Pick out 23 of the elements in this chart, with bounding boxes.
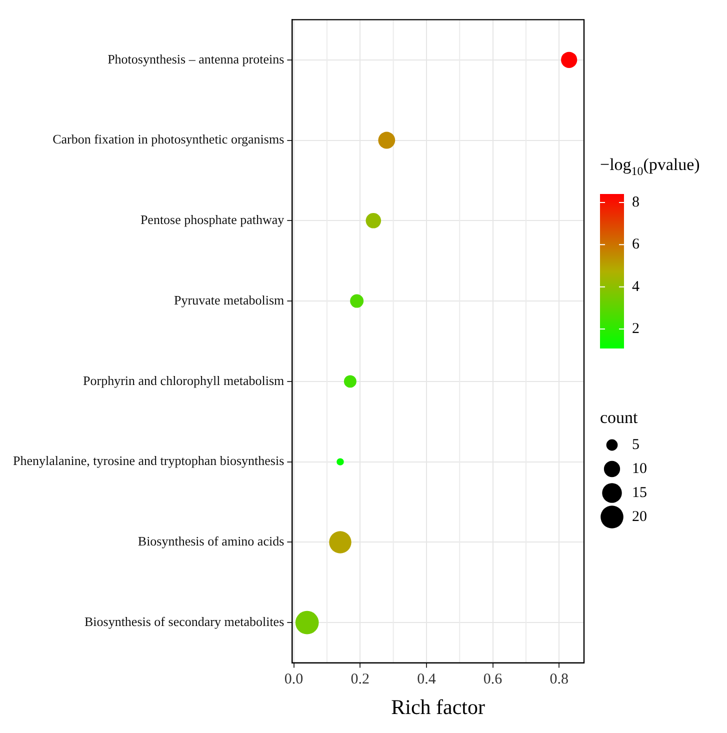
x-axis-title: Rich factor [391,694,486,719]
x-tick-label: 0.6 [483,672,503,688]
x-tick-label: 0.2 [350,672,370,688]
legend-label: 20 [632,508,647,525]
x-tick-label: 0.4 [417,672,436,688]
color-bar-label: 2 [632,320,640,337]
x-tick-label: 0.0 [284,672,304,688]
legend-label: 10 [632,460,647,477]
y-tick-label: Photosynthesis – antenna proteins [108,51,284,66]
legend-title: count [600,408,638,427]
y-tick-label: Phenylalanine, tyrosine and tryptophan biosynthesis [12,453,284,468]
color-bar-label: 8 [632,194,640,210]
legend-label: 15 [632,484,647,501]
y-tick-label: Pentose phosphate pathway [140,212,285,228]
y-tick-label: Biosynthesis of amino acids [138,534,284,549]
y-tick-label: Pyruvate metabolism [174,292,284,308]
color-bar-label: 4 [632,278,640,295]
x-tick-label: 0.8 [550,672,568,688]
color-bar-label: 6 [632,236,640,253]
legend-label: 5 [632,436,640,453]
y-tick-label: Carbon fixation in photosynthetic organisms [52,132,284,147]
y-tick-label: Biosynthesis of secondary metabolites [84,614,284,630]
y-tick-label: Porphyrin and chlorophyll metabolism [83,372,284,388]
